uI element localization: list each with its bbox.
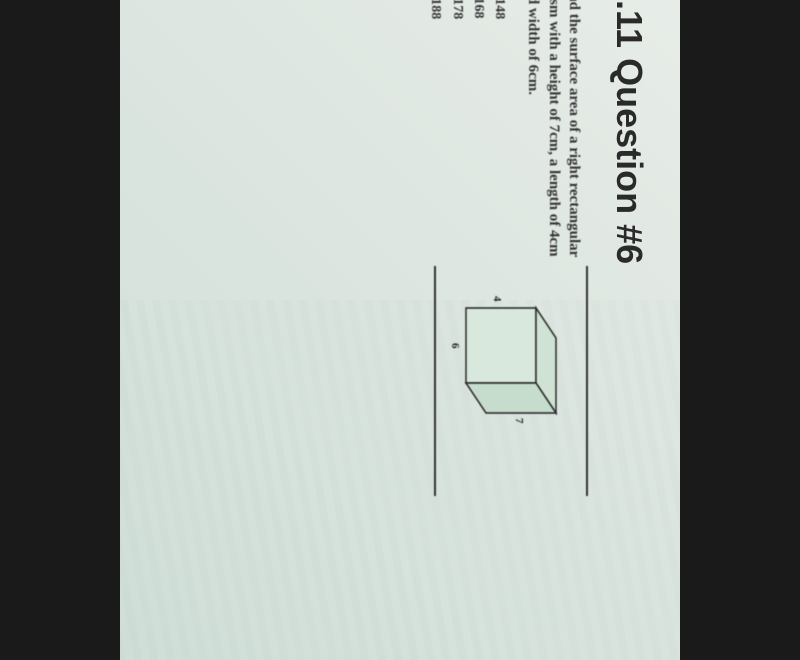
question-text-column: Find the surface area of a right rectang… bbox=[424, 0, 584, 260]
slide-title: 7.11 Question #6 bbox=[608, 0, 650, 620]
diagram-column: 4 6 7 bbox=[441, 276, 584, 456]
option-d-value: 188 bbox=[428, 0, 443, 19]
prism-depth-label: 7 bbox=[513, 418, 525, 424]
bottom-rule bbox=[434, 266, 436, 496]
option-b: B) 168 bbox=[468, 0, 488, 260]
prism-diagram: 4 6 7 bbox=[446, 288, 566, 438]
option-b-value: 168 bbox=[471, 0, 486, 19]
prism-height-label: 4 bbox=[491, 296, 503, 302]
question-block: Find the surface area of a right rectang… bbox=[424, 0, 584, 620]
prism-width-label: 6 bbox=[449, 343, 461, 349]
option-c-value: 178 bbox=[450, 0, 465, 19]
question-prompt: Find the surface area of a right rectang… bbox=[523, 0, 584, 260]
option-a-value: 148 bbox=[492, 0, 507, 19]
option-a: A) 148 bbox=[489, 0, 509, 260]
prism-front-face bbox=[466, 308, 536, 383]
slide-content: 7.11 Question #6 Find the surface area o… bbox=[394, 0, 680, 660]
option-d: D) 188 bbox=[425, 0, 445, 260]
presentation-slide: 7.11 Question #6 Find the surface area o… bbox=[120, 0, 680, 660]
option-c: C) 178 bbox=[446, 0, 466, 260]
top-rule bbox=[586, 266, 588, 496]
answer-options: A) 148 B) 168 C) 178 D) 188 bbox=[425, 0, 509, 260]
